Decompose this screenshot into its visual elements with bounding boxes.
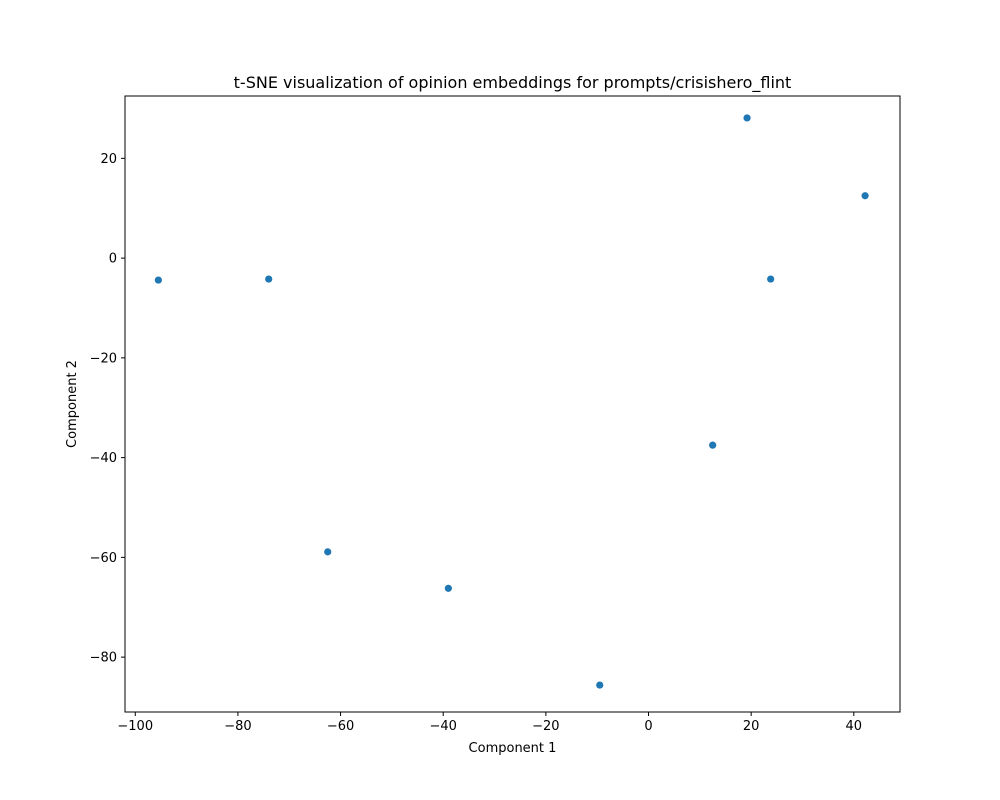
scatter-point [861,192,869,200]
x-tick-label: −100 [117,719,153,734]
plot-background [125,96,900,712]
scatter-point [596,681,604,689]
y-tick-label: 0 [109,252,117,267]
x-tick-label: −60 [327,719,354,734]
y-axis-ticks: −80 −60 −40 −20 0 20 [90,152,125,666]
x-tick-label: −80 [224,719,251,734]
scatter-point [709,441,717,449]
scatter-point [444,584,452,592]
chart-title: t-SNE visualization of opinion embedding… [234,73,792,93]
plot-area [124,95,901,713]
x-tick-label: −40 [429,719,456,734]
plot-frame [124,95,901,713]
x-axis-title: Component 1 [469,741,557,756]
scatter-point [154,276,162,284]
scatter-point [265,275,273,283]
y-tick-label: −40 [90,451,117,466]
x-tick-label: 40 [846,719,863,734]
x-tick-label: 0 [644,719,652,734]
scatter-point [743,114,751,122]
x-tick-label: 20 [743,719,760,734]
y-axis-title: Component 2 [65,360,80,448]
x-axis-ticks: −100 −80 −60 −40 −20 0 20 40 [117,712,862,734]
y-tick-label: −60 [90,551,117,566]
points-layer [154,114,869,689]
y-tick-label: −80 [90,651,117,666]
y-tick-label: −20 [90,351,117,366]
scatter-point [767,275,775,283]
scatter-point [324,548,332,556]
x-tick-label: −20 [532,719,559,734]
y-tick-label: 20 [100,152,117,167]
